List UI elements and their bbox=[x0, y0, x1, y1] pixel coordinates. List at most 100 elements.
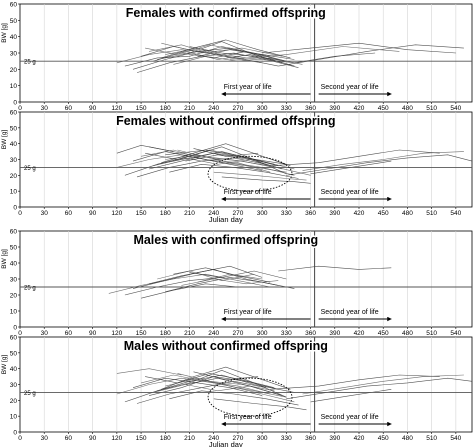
x-tick-label: 60 bbox=[65, 435, 73, 442]
x-tick-label: 420 bbox=[354, 435, 365, 442]
x-tick-label: 270 bbox=[232, 105, 243, 112]
y-tick-label: 10 bbox=[10, 189, 18, 196]
x-axis-label: Julian day bbox=[209, 440, 243, 447]
highlight-ellipse bbox=[207, 377, 293, 417]
x-tick-label: 210 bbox=[184, 105, 195, 112]
chart-panel-1: 25 g First year of life Second year of lif… bbox=[1, 2, 473, 112]
y-tick-label: 50 bbox=[10, 125, 18, 132]
series-line bbox=[197, 273, 263, 283]
series-line bbox=[286, 377, 473, 400]
series-line bbox=[185, 377, 283, 396]
y-tick-label: 60 bbox=[10, 229, 18, 236]
x-tick-label: 450 bbox=[378, 105, 389, 112]
chart-title: Males with confirmed offspring bbox=[133, 233, 318, 247]
series-line bbox=[177, 373, 275, 392]
x-tick-label: 210 bbox=[184, 330, 195, 337]
x-tick-label: 510 bbox=[426, 435, 437, 442]
x-tick-label: 390 bbox=[329, 210, 340, 217]
x-tick-label: 150 bbox=[136, 210, 147, 217]
y-tick-label: 30 bbox=[10, 51, 18, 58]
first-year-label: First year of life bbox=[224, 84, 272, 91]
series-line bbox=[165, 277, 295, 293]
x-tick-label: 330 bbox=[281, 330, 292, 337]
y-tick-label: 30 bbox=[10, 157, 18, 164]
x-tick-label: 540 bbox=[450, 210, 461, 217]
y-tick-label: 50 bbox=[10, 350, 18, 357]
chart-panel-3: 25 g First year of life Second year of lif… bbox=[1, 229, 473, 337]
series-line bbox=[141, 46, 279, 67]
series-line bbox=[278, 265, 392, 272]
x-tick-label: 270 bbox=[232, 210, 243, 217]
x-tick-label: 210 bbox=[184, 210, 195, 217]
y-tick-label: 0 bbox=[13, 100, 17, 107]
x-tick-label: 180 bbox=[160, 330, 171, 337]
series-line bbox=[302, 374, 464, 395]
x-tick-label: 90 bbox=[89, 105, 97, 112]
chart-panel-4: 25 g First year of life Second year of lif… bbox=[1, 335, 473, 447]
x-tick-label: 90 bbox=[89, 435, 97, 442]
chart-title: Females without confirmed offspring bbox=[116, 114, 335, 128]
x-tick-label: 540 bbox=[450, 435, 461, 442]
x-tick-label: 180 bbox=[160, 435, 171, 442]
series-line bbox=[161, 366, 291, 390]
plot-frame bbox=[19, 111, 473, 208]
x-tick-label: 390 bbox=[329, 435, 340, 442]
x-tick-label: 120 bbox=[111, 330, 122, 337]
x-tick-label: 330 bbox=[281, 105, 292, 112]
chart-title: Females with confirmed offspring bbox=[126, 6, 326, 20]
series-line bbox=[189, 46, 287, 62]
x-tick-label: 0 bbox=[18, 435, 22, 442]
series-line bbox=[149, 146, 311, 176]
series-line bbox=[145, 373, 275, 388]
x-tick-label: 360 bbox=[305, 105, 316, 112]
x-tick-label: 480 bbox=[402, 435, 413, 442]
series-line bbox=[213, 398, 307, 411]
series-line bbox=[262, 42, 456, 54]
y-tick-label: 20 bbox=[10, 398, 18, 405]
x-tick-label: 240 bbox=[208, 435, 219, 442]
chart-panel-2: 25 g First year of life Second year of lif… bbox=[1, 110, 473, 224]
x-tick-label: 120 bbox=[111, 105, 122, 112]
x-tick-label: 150 bbox=[136, 105, 147, 112]
series-line bbox=[185, 154, 283, 170]
x-tick-label: 300 bbox=[257, 210, 268, 217]
x-tick-label: 510 bbox=[426, 210, 437, 217]
y-tick-label: 50 bbox=[10, 18, 18, 25]
x-tick-label: 150 bbox=[136, 330, 147, 337]
series-line bbox=[116, 144, 174, 154]
x-axis-label: Julian day bbox=[209, 215, 243, 224]
x-tick-label: 330 bbox=[281, 210, 292, 217]
y-tick-label: 30 bbox=[10, 277, 18, 284]
series-line bbox=[149, 44, 247, 60]
x-tick-label: 300 bbox=[257, 330, 268, 337]
plot-frame bbox=[19, 3, 473, 103]
second-year-label: Second year of life bbox=[321, 309, 379, 316]
y-axis-label: BW [g] bbox=[1, 355, 8, 375]
series-line bbox=[161, 42, 283, 57]
y-tick-label: 40 bbox=[10, 141, 18, 148]
series-line bbox=[173, 267, 271, 283]
x-tick-label: 450 bbox=[378, 210, 389, 217]
series-line bbox=[181, 51, 279, 60]
series-line bbox=[124, 277, 222, 296]
reference-line-label: 25 g bbox=[24, 391, 36, 397]
x-tick-label: 450 bbox=[378, 330, 389, 337]
x-tick-label: 300 bbox=[257, 105, 268, 112]
x-tick-label: 540 bbox=[450, 330, 461, 337]
x-tick-label: 60 bbox=[65, 105, 73, 112]
x-tick-label: 90 bbox=[89, 330, 97, 337]
y-tick-label: 0 bbox=[13, 205, 17, 212]
y-tick-label: 40 bbox=[10, 261, 18, 268]
y-tick-label: 20 bbox=[10, 67, 18, 74]
series-line bbox=[161, 143, 291, 167]
y-tick-label: 0 bbox=[13, 430, 17, 437]
y-tick-label: 10 bbox=[10, 414, 18, 421]
y-tick-label: 0 bbox=[13, 325, 17, 332]
series-line bbox=[278, 44, 464, 67]
first-year-label: First year of life bbox=[224, 189, 272, 196]
x-tick-label: 480 bbox=[402, 210, 413, 217]
x-tick-label: 240 bbox=[208, 210, 219, 217]
x-tick-label: 0 bbox=[18, 330, 22, 337]
x-tick-label: 420 bbox=[354, 330, 365, 337]
series-line bbox=[189, 270, 287, 280]
